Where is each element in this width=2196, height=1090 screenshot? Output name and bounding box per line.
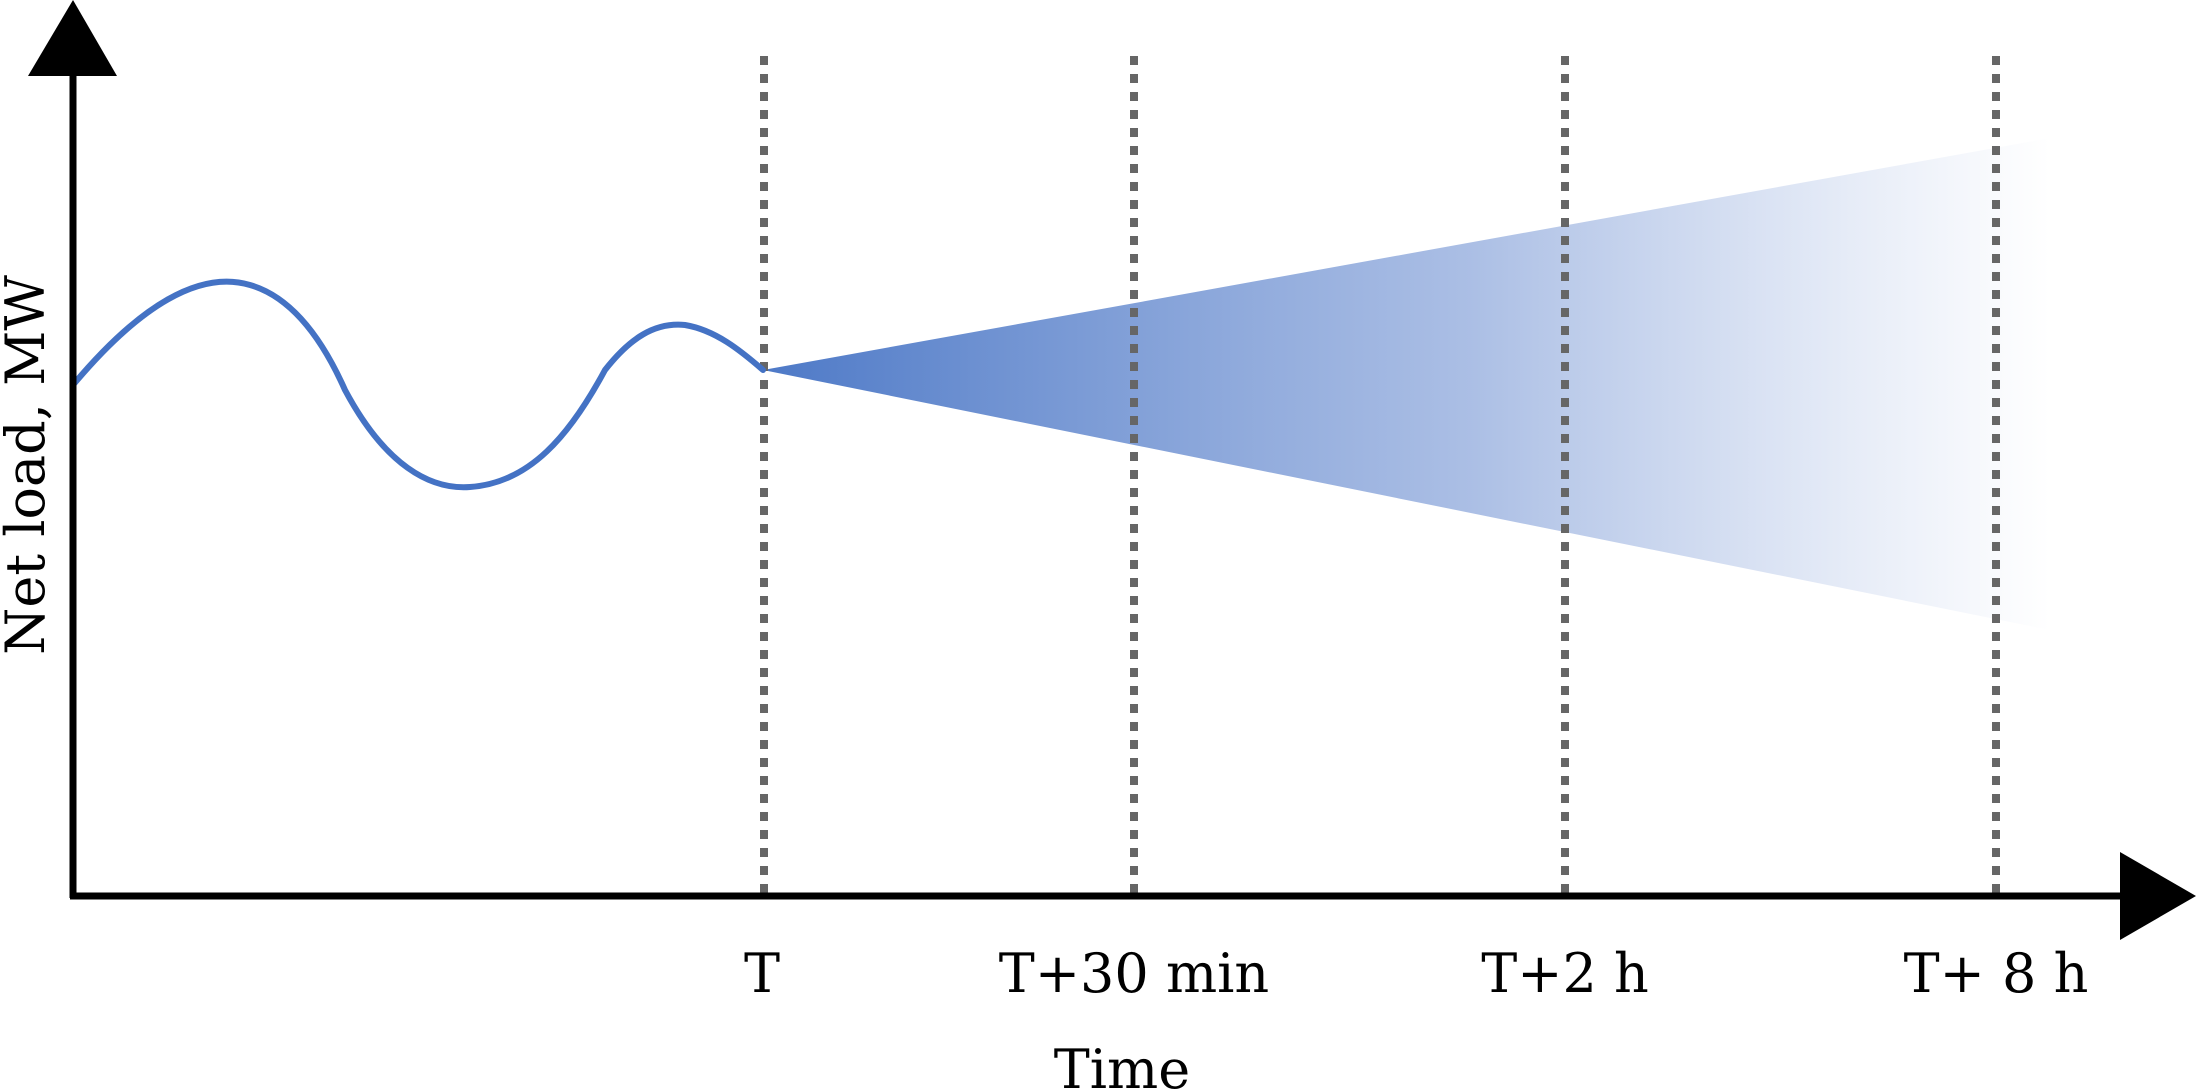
- forecast-uncertainty-cone: [763, 138, 2050, 630]
- x-axis-title: Time: [1054, 1038, 1190, 1090]
- tick-label-t-8-h: T+ 8 h: [1904, 942, 2089, 1005]
- x-axis-arrow-icon: [2120, 852, 2196, 940]
- tick-label-t-30-min: T+30 min: [999, 942, 1269, 1005]
- historical-net-load-curve: [70, 278, 766, 491]
- y-axis-title: Net load, MW: [0, 275, 57, 655]
- tick-label-t-2-h: T+2 h: [1481, 942, 1649, 1005]
- y-axis-arrow-icon: [28, 0, 117, 76]
- tick-label-t: T: [744, 942, 780, 1005]
